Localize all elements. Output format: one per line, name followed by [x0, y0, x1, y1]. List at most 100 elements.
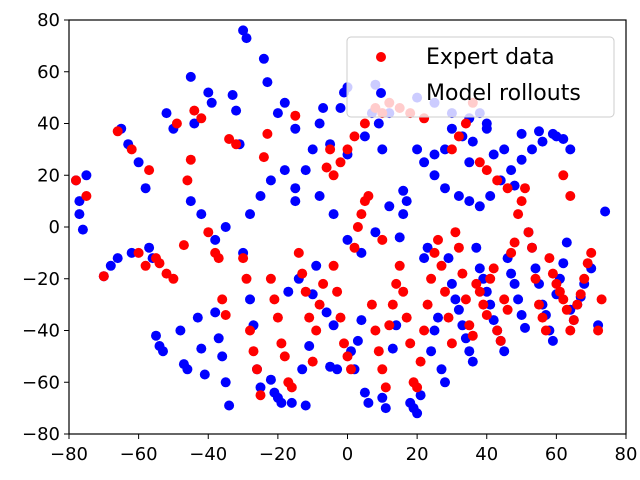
data-point: [377, 234, 388, 245]
data-point: [220, 222, 231, 232]
data-point: [77, 224, 88, 235]
data-point: [265, 175, 276, 186]
data-point: [429, 170, 440, 181]
data-point: [185, 71, 196, 82]
data-point: [547, 335, 558, 346]
legend-label-expert-data: Expert data: [426, 45, 555, 70]
data-point: [506, 268, 517, 279]
data-point: [485, 299, 496, 310]
data-point: [290, 183, 301, 194]
data-point: [478, 299, 489, 310]
data-point: [481, 123, 492, 134]
data-point: [398, 209, 409, 220]
data-point: [429, 149, 440, 160]
data-point: [401, 312, 412, 323]
data-point: [377, 392, 388, 403]
data-point: [565, 325, 576, 336]
data-point: [558, 294, 569, 305]
data-point: [307, 356, 318, 367]
data-point: [349, 242, 360, 253]
data-point: [492, 175, 503, 186]
data-point: [464, 196, 475, 207]
data-point: [415, 390, 426, 401]
data-point: [433, 312, 443, 323]
x-tick-label: 60: [545, 444, 568, 465]
data-point: [446, 123, 457, 134]
data-point: [527, 144, 537, 155]
data-point: [342, 351, 353, 362]
data-point: [241, 273, 252, 284]
data-point: [370, 227, 381, 238]
data-point: [394, 260, 405, 271]
data-point: [398, 185, 409, 196]
data-point: [217, 351, 228, 362]
data-point: [199, 369, 210, 380]
data-point: [265, 273, 276, 284]
data-point: [440, 183, 450, 194]
data-point: [453, 131, 464, 142]
data-point: [391, 278, 402, 289]
data-point: [185, 196, 196, 207]
data-point: [133, 247, 144, 258]
data-point: [513, 209, 524, 220]
data-point: [71, 175, 81, 186]
data-point: [272, 312, 283, 323]
data-point: [370, 325, 381, 336]
data-point: [516, 128, 527, 139]
data-point: [300, 165, 311, 176]
data-point: [520, 322, 530, 333]
data-point: [332, 364, 343, 375]
data-point: [81, 191, 92, 201]
data-point: [74, 209, 85, 220]
data-point: [265, 374, 276, 385]
data-point: [178, 240, 189, 251]
data-point: [499, 294, 510, 305]
data-point: [565, 191, 576, 201]
data-point: [366, 299, 377, 310]
data-point: [540, 325, 551, 336]
data-point: [499, 346, 510, 357]
data-point: [380, 403, 391, 414]
data-point: [105, 260, 116, 271]
data-point: [412, 144, 423, 155]
data-point: [419, 157, 430, 168]
data-point: [321, 307, 332, 318]
data-point: [443, 312, 454, 323]
data-point: [363, 397, 374, 408]
data-point: [488, 263, 499, 274]
data-point: [297, 364, 308, 375]
data-point: [492, 325, 503, 336]
data-point: [359, 131, 370, 142]
data-point: [210, 307, 221, 318]
data-point: [318, 278, 329, 289]
data-point: [346, 364, 356, 375]
data-point: [422, 242, 433, 253]
data-point: [279, 351, 290, 362]
data-point: [596, 294, 607, 305]
data-point: [283, 286, 294, 297]
data-point: [377, 364, 388, 375]
data-point: [112, 253, 123, 264]
data-point: [453, 242, 464, 253]
data-point: [314, 118, 325, 129]
data-point: [523, 227, 534, 238]
data-point: [474, 201, 485, 212]
y-tick-label: −40: [22, 321, 60, 342]
data-point: [213, 253, 224, 264]
data-point: [335, 157, 346, 168]
data-point: [255, 382, 266, 393]
data-point: [161, 108, 172, 119]
data-point: [509, 237, 520, 248]
points-layer: [71, 25, 611, 419]
data-point: [373, 346, 384, 357]
data-point: [220, 377, 231, 388]
data-point: [453, 304, 464, 315]
data-point: [398, 286, 409, 297]
data-point: [262, 128, 273, 139]
data-point: [213, 333, 224, 344]
data-point: [196, 209, 207, 220]
data-point: [384, 201, 395, 212]
data-point: [460, 118, 471, 129]
data-point: [471, 278, 482, 289]
data-point: [196, 113, 207, 124]
